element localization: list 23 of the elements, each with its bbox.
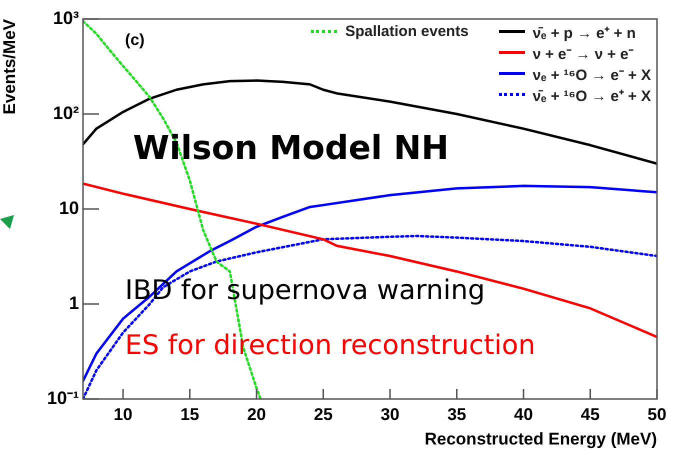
y-tick-label: 1 [68, 292, 79, 313]
y-tick-label: 10² [52, 102, 80, 123]
x-tick-label: 40 [514, 404, 533, 424]
x-tick-label: 30 [380, 404, 400, 424]
x-tick-label: 15 [180, 404, 200, 424]
y-tick-label: 10³ [52, 8, 80, 28]
legend-label: ν̄ₑ + p → e⁺ + n [532, 24, 636, 42]
x-tick-label: 45 [580, 404, 600, 424]
legend-label: Spallation events [345, 23, 469, 40]
y-axis-title: Events/MeV [0, 18, 19, 114]
legend-label: ν + e⁻ → ν + e⁻ [532, 44, 634, 62]
x-tick-label: 35 [447, 404, 466, 424]
x-tick-label: 20 [247, 404, 266, 424]
y-tick-label: 10 [58, 198, 79, 218]
annotation: (c) [125, 32, 145, 50]
legend-label: ν̄ₑ + ¹⁶O → e⁺ + X [532, 86, 651, 104]
x-tick-label: 50 [648, 404, 666, 424]
legend-label: νₑ + ¹⁶O → e⁻ + X [532, 66, 651, 84]
annotation: ES for direction reconstruction [125, 330, 536, 361]
x-tick-label: 10 [114, 404, 133, 424]
x-axis-title: Reconstructed Energy (MeV) [424, 429, 657, 448]
x-tick-label: 25 [314, 404, 333, 424]
y-tick-label: 10⁻¹ [46, 388, 80, 408]
